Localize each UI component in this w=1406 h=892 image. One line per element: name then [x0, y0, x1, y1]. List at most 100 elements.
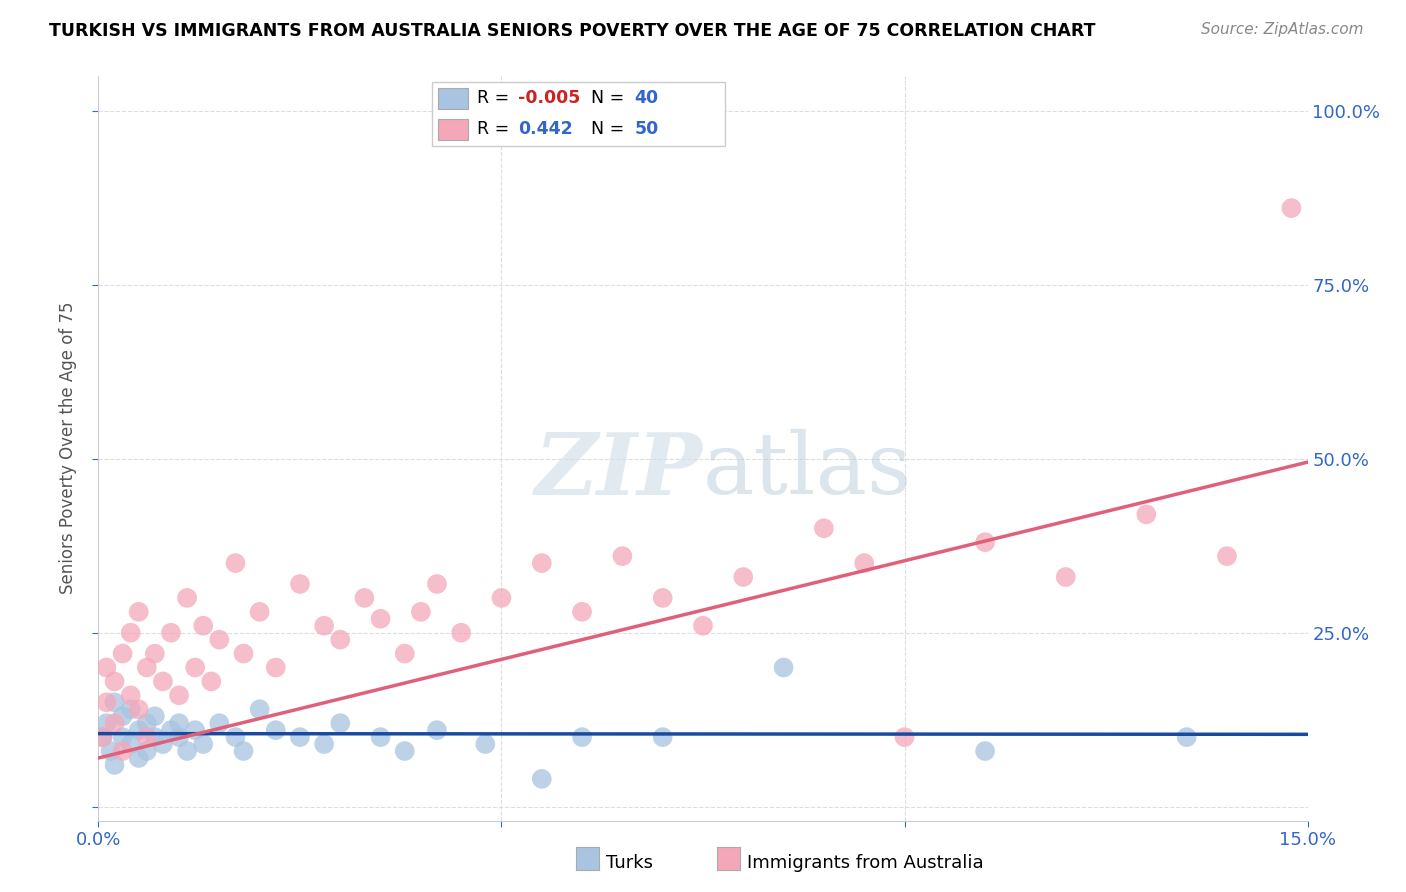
Point — [224, 556, 246, 570]
Point — [120, 689, 142, 703]
Point — [813, 521, 835, 535]
Point — [160, 625, 183, 640]
Text: R =: R = — [477, 89, 515, 107]
Point — [692, 618, 714, 632]
Point — [128, 723, 150, 738]
Point — [120, 702, 142, 716]
Point — [208, 716, 231, 731]
Point — [103, 695, 125, 709]
Point — [143, 709, 166, 723]
Text: -0.005: -0.005 — [517, 89, 581, 107]
Text: atlas: atlas — [703, 429, 912, 512]
Text: N =: N = — [581, 120, 630, 138]
Point — [135, 660, 157, 674]
Point — [103, 758, 125, 772]
Point — [853, 556, 876, 570]
Point — [651, 591, 673, 605]
Point — [409, 605, 432, 619]
Point — [288, 730, 311, 744]
Point — [135, 716, 157, 731]
Point — [249, 605, 271, 619]
Point — [329, 632, 352, 647]
Point — [530, 772, 553, 786]
Point — [974, 744, 997, 758]
Point — [329, 716, 352, 731]
Point — [530, 556, 553, 570]
Point — [893, 730, 915, 744]
Point — [176, 744, 198, 758]
Point — [314, 737, 336, 751]
Point — [91, 730, 114, 744]
Point — [91, 730, 114, 744]
Point — [733, 570, 755, 584]
Point — [264, 723, 287, 738]
Point — [1216, 549, 1239, 563]
FancyBboxPatch shape — [437, 87, 468, 109]
Point — [167, 730, 190, 744]
FancyBboxPatch shape — [437, 120, 468, 140]
Point — [1281, 201, 1303, 215]
Y-axis label: Seniors Poverty Over the Age of 75: Seniors Poverty Over the Age of 75 — [59, 302, 77, 594]
Text: Immigrants from Australia: Immigrants from Australia — [747, 854, 983, 871]
Text: 40: 40 — [634, 89, 658, 107]
Point — [571, 605, 593, 619]
Point — [288, 577, 311, 591]
Text: 0.442: 0.442 — [517, 120, 572, 138]
Point — [96, 695, 118, 709]
Text: N =: N = — [581, 89, 630, 107]
Point — [208, 632, 231, 647]
Point — [193, 618, 215, 632]
Point — [103, 674, 125, 689]
Point — [167, 689, 190, 703]
Point — [135, 744, 157, 758]
Point — [426, 577, 449, 591]
Point — [1054, 570, 1077, 584]
Point — [152, 674, 174, 689]
Point — [100, 744, 122, 758]
Point — [394, 744, 416, 758]
Point — [353, 591, 375, 605]
Point — [135, 730, 157, 744]
Text: R =: R = — [477, 120, 520, 138]
Text: ZIP: ZIP — [536, 429, 703, 512]
Text: TURKISH VS IMMIGRANTS FROM AUSTRALIA SENIORS POVERTY OVER THE AGE OF 75 CORRELAT: TURKISH VS IMMIGRANTS FROM AUSTRALIA SEN… — [49, 22, 1095, 40]
Point — [143, 647, 166, 661]
Point — [974, 535, 997, 549]
Point — [184, 723, 207, 738]
FancyBboxPatch shape — [432, 82, 725, 146]
Point — [111, 730, 134, 744]
Point — [128, 751, 150, 765]
Text: Turks: Turks — [606, 854, 652, 871]
Point — [264, 660, 287, 674]
Point — [176, 591, 198, 605]
Point — [426, 723, 449, 738]
Point — [96, 660, 118, 674]
Point — [152, 737, 174, 751]
Point — [193, 737, 215, 751]
Point — [128, 702, 150, 716]
Point — [200, 674, 222, 689]
Point — [314, 618, 336, 632]
Point — [1175, 730, 1198, 744]
Point — [184, 660, 207, 674]
Point — [111, 647, 134, 661]
Point — [370, 612, 392, 626]
Point — [224, 730, 246, 744]
Point — [167, 716, 190, 731]
Point — [103, 716, 125, 731]
Point — [474, 737, 496, 751]
Point — [232, 744, 254, 758]
Point — [120, 625, 142, 640]
Point — [571, 730, 593, 744]
Point — [772, 660, 794, 674]
Point — [128, 605, 150, 619]
Text: 50: 50 — [634, 120, 658, 138]
Point — [450, 625, 472, 640]
Point — [1135, 508, 1157, 522]
Point — [491, 591, 513, 605]
Point — [111, 744, 134, 758]
Point — [96, 716, 118, 731]
Point — [160, 723, 183, 738]
Point — [111, 709, 134, 723]
Point — [232, 647, 254, 661]
